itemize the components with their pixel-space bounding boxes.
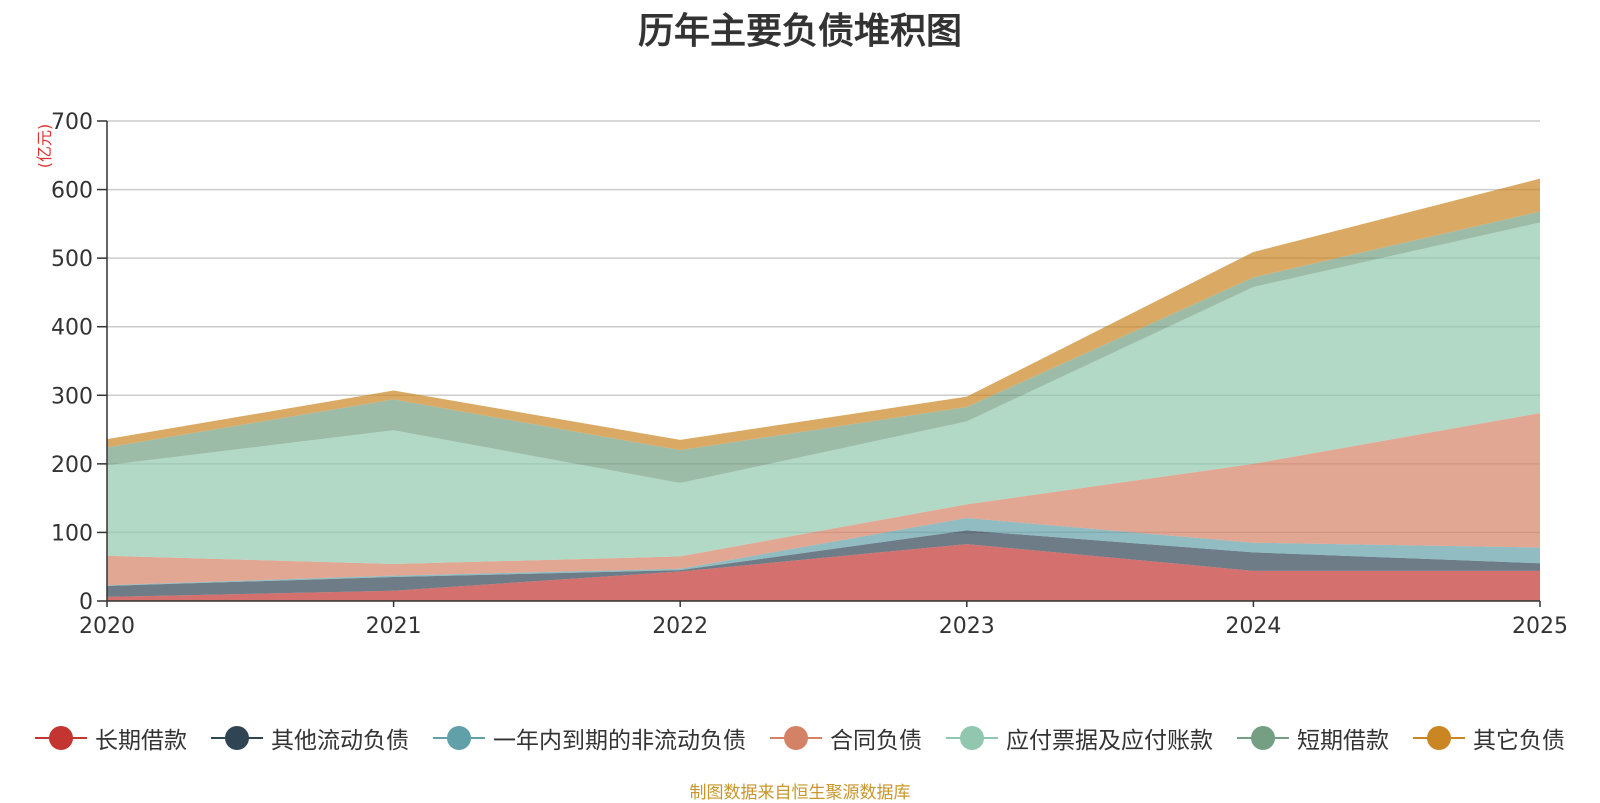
legend-marker-dot xyxy=(49,726,73,750)
y-tick-label-100: 100 xyxy=(51,521,93,546)
x-tick-label-2025: 2025 xyxy=(1512,614,1568,639)
legend-marker-icon xyxy=(1413,726,1465,750)
stacked-areas xyxy=(107,178,1540,601)
legend-marker-icon xyxy=(35,726,87,750)
legend-marker-icon xyxy=(1237,726,1289,750)
area-series-5 xyxy=(107,211,1540,484)
x-tick-label-2023: 2023 xyxy=(939,614,995,639)
legend-marker-icon xyxy=(770,726,822,750)
area-series-6 xyxy=(107,178,1540,451)
area-series-2 xyxy=(107,518,1540,586)
y-tick-label-300: 300 xyxy=(51,384,93,409)
legend-item-6[interactable]: 其它负债 xyxy=(1413,721,1565,755)
legend-marker-icon xyxy=(433,726,485,750)
y-tick-label-600: 600 xyxy=(51,179,93,204)
legend-marker-dot xyxy=(225,726,249,750)
chart-title: 历年主要负债堆积图 xyxy=(637,11,962,52)
legend-label: 其它负债 xyxy=(1473,728,1565,754)
legend-marker-icon xyxy=(946,726,998,750)
y-tick-label-400: 400 xyxy=(51,316,93,341)
x-tick-label-2022: 2022 xyxy=(652,614,708,639)
legend-label: 应付票据及应付账款 xyxy=(1006,728,1213,754)
axes: 0 100 200 300 400 500 600 700 2020 2021 2022 2023 20… xyxy=(35,110,1568,639)
legend-marker-dot xyxy=(784,726,808,750)
legend-label: 短期借款 xyxy=(1297,728,1389,754)
legend-label: 其他流动负债 xyxy=(271,728,409,754)
legend-item-0[interactable]: 长期借款 xyxy=(35,721,187,755)
area-series-3 xyxy=(107,413,1540,586)
legend: 长期借款 其他流动负债 一年内到期的非流动负债 合同负债 应付票据及应付账款 短期借款 其它… xyxy=(0,718,1600,758)
legend-marker-icon xyxy=(211,726,263,750)
x-tick-label-2024: 2024 xyxy=(1225,614,1281,639)
legend-marker-dot xyxy=(1427,726,1451,750)
y-tick-label-0: 0 xyxy=(79,590,93,615)
legend-item-1[interactable]: 其他流动负债 xyxy=(211,721,409,755)
legend-label: 一年内到期的非流动负债 xyxy=(493,728,746,754)
y-tick-label-500: 500 xyxy=(51,247,93,272)
y-unit-label: (亿元) xyxy=(35,124,54,169)
legend-marker-dot xyxy=(447,726,471,750)
legend-label: 长期借款 xyxy=(95,728,187,754)
legend-label: 合同负债 xyxy=(830,728,922,754)
legend-item-3[interactable]: 合同负债 xyxy=(770,721,922,755)
area-series-1 xyxy=(107,530,1540,597)
legend-item-2[interactable]: 一年内到期的非流动负债 xyxy=(433,721,746,755)
legend-item-4[interactable]: 应付票据及应付账款 xyxy=(946,721,1213,755)
y-tick-label-200: 200 xyxy=(51,453,93,478)
area-series-0 xyxy=(107,544,1540,601)
legend-item-5[interactable]: 短期借款 xyxy=(1237,721,1389,755)
legend-marker-dot xyxy=(1251,726,1275,750)
x-tick-label-2020: 2020 xyxy=(79,614,135,639)
x-tick-label-2021: 2021 xyxy=(366,614,422,639)
data-source-note: 制图数据来自恒生聚源数据库 xyxy=(689,783,911,803)
y-tick-label-700: 700 xyxy=(51,110,93,135)
area-series-4 xyxy=(107,222,1540,564)
legend-marker-dot xyxy=(960,726,984,750)
